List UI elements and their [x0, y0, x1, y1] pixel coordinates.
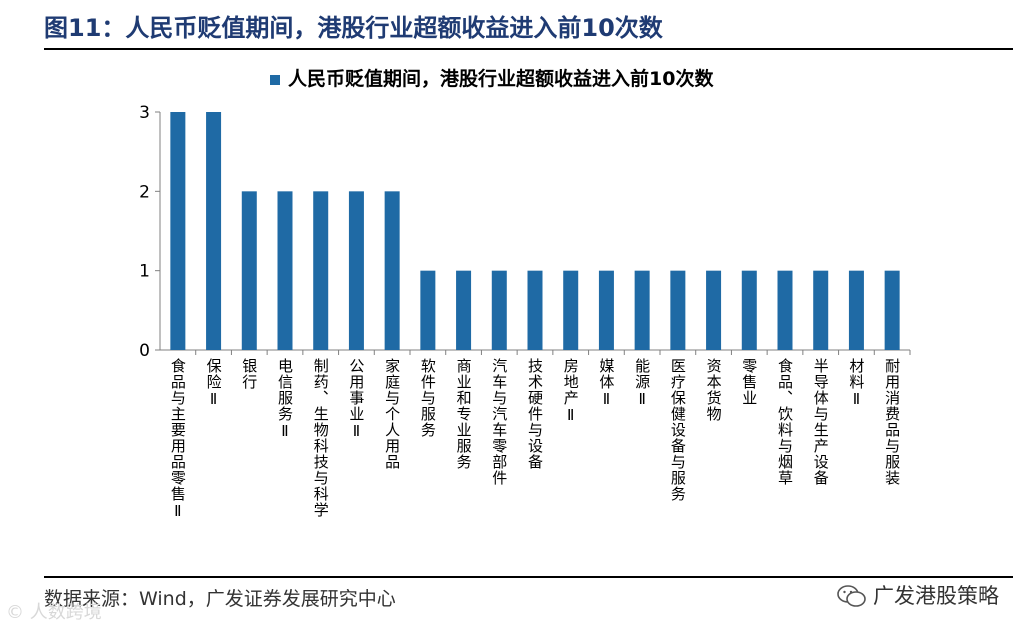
bar: [884, 270, 900, 350]
bar: [384, 191, 400, 350]
bar: [777, 270, 793, 350]
x-tick-label: 能源Ⅱ: [633, 358, 651, 409]
bar: [456, 270, 472, 350]
x-tick-label: 材料Ⅱ: [847, 358, 865, 409]
x-tick-label: 保险Ⅱ: [205, 358, 223, 409]
brand-text: 广发港股策略: [873, 584, 999, 608]
x-tick-label: 食品与主要用品零售Ⅱ: [169, 358, 187, 521]
source-note: 数据来源：Wind，广发证券发展研究中心: [44, 588, 396, 610]
x-tick-label: 商业和专业服务: [455, 358, 473, 470]
bar: [348, 191, 364, 350]
x-tick-label: 汽车与汽车零部件: [490, 358, 508, 486]
bar: [598, 270, 614, 350]
x-tick-label: 技术硬件与设备: [526, 358, 544, 470]
x-tick-label: 媒体Ⅱ: [597, 358, 615, 409]
bar: [848, 270, 864, 350]
x-tick-label: 半导体与生产设备: [812, 358, 830, 486]
y-tick-label: 1: [139, 262, 150, 282]
bar: [241, 191, 257, 350]
y-tick-label: 2: [139, 182, 150, 202]
bar: [813, 270, 829, 350]
x-tick-label: 零售业: [740, 358, 758, 406]
x-tick-label: 公用事业Ⅱ: [347, 358, 365, 441]
x-tick-label: 家庭与个人用品: [383, 358, 401, 470]
x-tick-label: 资本货物: [705, 358, 723, 422]
x-tick-label: 银行: [240, 358, 258, 390]
bar: [206, 112, 222, 350]
x-tick-label: 耐用消费品与服装: [883, 358, 901, 486]
x-tick-label: 软件与服务: [419, 358, 437, 438]
x-tick-label: 电信服务Ⅱ: [276, 358, 294, 441]
y-tick-label: 0: [139, 341, 150, 361]
x-tick-label: 制药、生物科技与科学: [312, 358, 330, 518]
bar: [170, 112, 186, 350]
figure-title: 图11：人民币贬值期间，港股行业超额收益进入前10次数: [44, 14, 663, 42]
bottom-rule: [44, 576, 1013, 578]
bar: [670, 270, 686, 350]
bar: [277, 191, 293, 350]
bar-chart: 人民币贬值期间，港股行业超额收益进入前10次数 0 1 2 3 食品与主要用品零售Ⅱ 保险Ⅱ…: [139, 67, 911, 521]
legend-label: 人民币贬值期间，港股行业超额收益进入前10次数: [288, 67, 714, 90]
wechat-icon: [837, 585, 866, 607]
y-tick-label: 3: [139, 103, 150, 123]
watermark: © 人数跨境: [6, 602, 102, 623]
bar: [706, 270, 722, 350]
legend-swatch: [270, 75, 280, 85]
bar: [634, 270, 650, 350]
bar: [563, 270, 579, 350]
bar: [491, 270, 507, 350]
bar: [313, 191, 329, 350]
bar: [420, 270, 436, 350]
x-tick-label: 医疗保健设备与服务: [669, 358, 687, 502]
brand-label: 广发港股策略: [837, 580, 999, 610]
top-rule: [44, 48, 1013, 50]
x-tick-label: 食品、饮料与烟草: [776, 358, 794, 486]
bar: [527, 270, 543, 350]
bar: [741, 270, 757, 350]
x-tick-label: 房地产Ⅱ: [562, 358, 580, 425]
